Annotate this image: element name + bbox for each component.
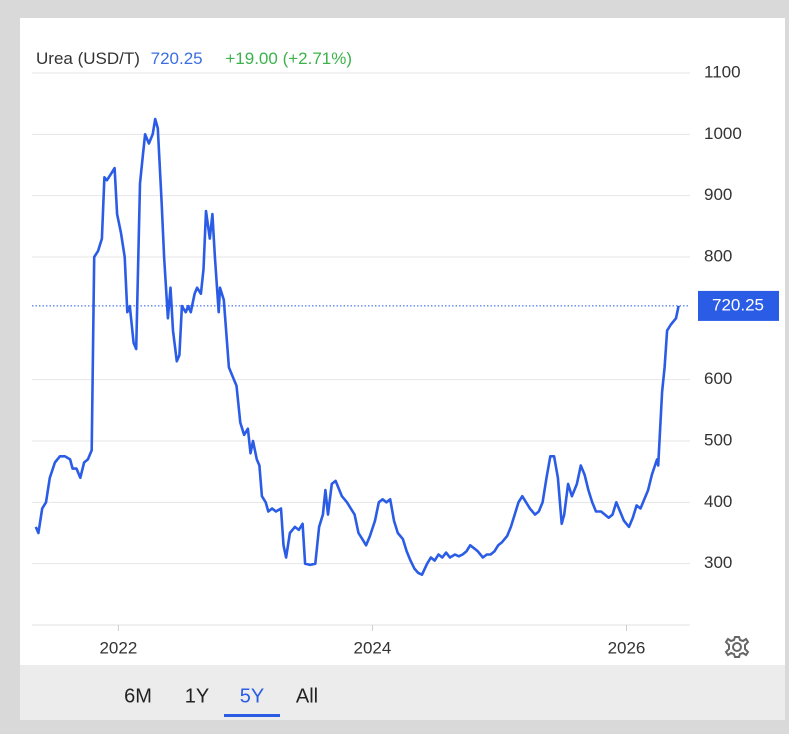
x-tick-label: 2022 — [99, 638, 137, 657]
y-tick-label: 900 — [704, 185, 732, 204]
settings-icon[interactable] — [724, 636, 750, 658]
range-bar — [20, 665, 785, 720]
current-value-label: 720.25 — [712, 295, 764, 314]
y-tick-label: 300 — [704, 553, 732, 572]
card — [20, 18, 785, 720]
y-tick-label: 1100 — [704, 62, 741, 81]
current-value: 720.25 — [151, 49, 203, 68]
y-tick-label: 600 — [704, 369, 732, 388]
range-button[interactable]: All — [296, 685, 318, 707]
x-tick-label: 2026 — [608, 638, 646, 657]
x-tick-label: 2024 — [354, 638, 392, 657]
y-tick-label: 800 — [704, 246, 732, 265]
y-tick-label: 400 — [704, 492, 732, 511]
y-tick-label: 500 — [704, 430, 732, 449]
range-underline — [224, 714, 280, 717]
change: +19.00 (+2.71%) — [225, 49, 352, 68]
range-button[interactable]: 1Y — [185, 685, 209, 707]
range-button[interactable]: 5Y — [240, 685, 264, 707]
y-tick-label: 1000 — [704, 124, 742, 143]
header: Urea (USD/T) 720.25 +19.00 (+2.71%) — [36, 49, 352, 68]
chart-title: Urea (USD/T) — [36, 49, 140, 68]
current-value-box — [698, 290, 779, 321]
range-button[interactable]: 6M — [124, 685, 152, 707]
price-line — [34, 117, 680, 576]
